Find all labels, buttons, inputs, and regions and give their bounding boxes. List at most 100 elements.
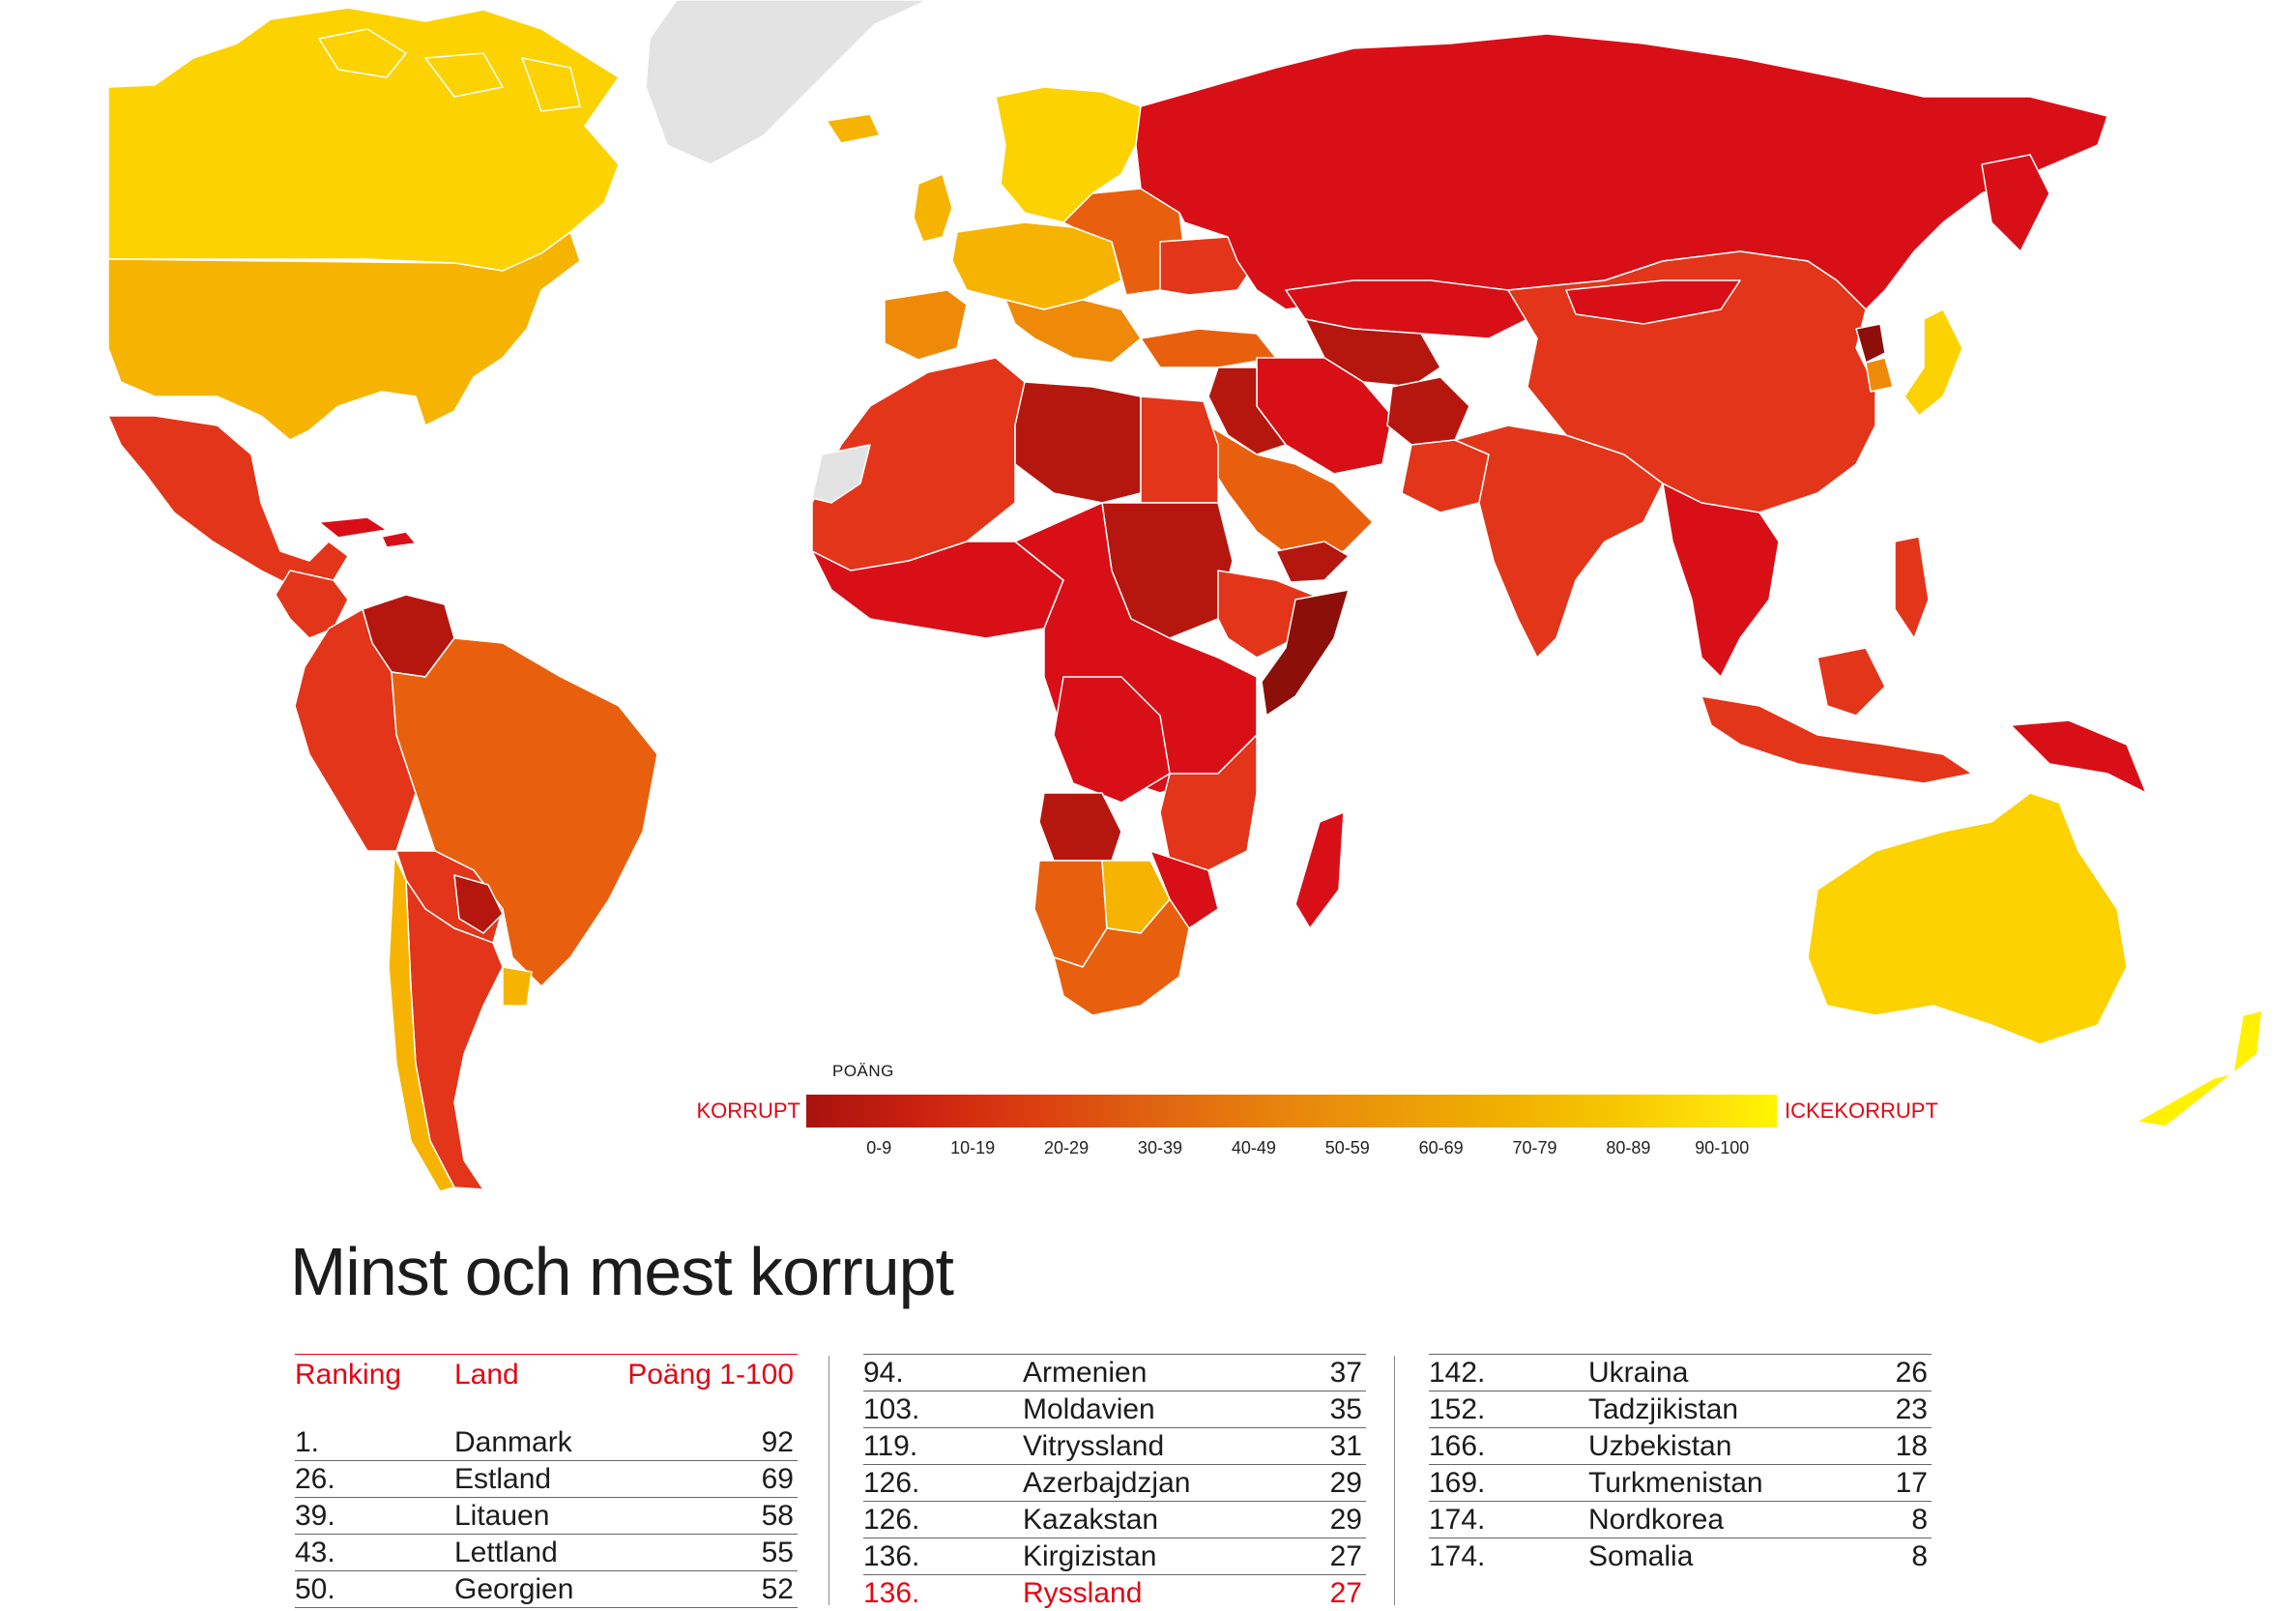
- score-cell: 35: [1329, 1393, 1362, 1425]
- country-cell: Uzbekistan: [1588, 1430, 1732, 1462]
- region-usa: [107, 231, 581, 441]
- rank-cell: 136.: [863, 1540, 920, 1572]
- region-paraguay: [453, 874, 504, 934]
- region-western-sahara: [811, 444, 871, 504]
- region-libya: [1014, 381, 1142, 504]
- table-row: 39. Litauen 58: [295, 1498, 798, 1535]
- region-central-america: [275, 570, 349, 639]
- region-east-africa: [1159, 734, 1258, 871]
- region-chile: [388, 855, 455, 1192]
- country-cell: Moldavien: [1023, 1393, 1155, 1425]
- region-saudi-arabia: [1203, 425, 1374, 562]
- table-row: 126. Kazakstan 29: [863, 1501, 1366, 1538]
- country-cell: Lettland: [454, 1537, 558, 1568]
- region-turkey: [1140, 328, 1277, 368]
- rank-cell: 50.: [295, 1573, 335, 1605]
- country-cell: Ryssland: [1023, 1577, 1143, 1609]
- ranking-table-col1: Ranking Land Poäng 1-100 1. Danmark 92 26. E…: [295, 1354, 798, 1608]
- score-cell: 92: [761, 1426, 794, 1458]
- country-cell: Kazakstan: [1023, 1504, 1159, 1536]
- rank-cell: 39.: [295, 1500, 335, 1532]
- region-madagascar: [1294, 811, 1345, 929]
- region-russia: [1135, 33, 2108, 310]
- score-cell: 69: [761, 1463, 794, 1495]
- region-scandinavia: [995, 86, 1142, 223]
- ranking-table-col3: 142. Ukraina 26 152. Tadzjikistan 23 166. Uzbek…: [1429, 1354, 1932, 1574]
- region-pakistan: [1401, 439, 1490, 513]
- legend-tick-label: 50-59: [1324, 1138, 1370, 1157]
- table-row: 126. Azerbajdzjan 29: [863, 1464, 1366, 1501]
- table-row: 94. Armenien 37: [863, 1354, 1366, 1391]
- region-caribbean: [318, 516, 417, 548]
- rank-cell: 174.: [1429, 1540, 1486, 1572]
- score-cell: 29: [1329, 1467, 1362, 1499]
- page-heading: Minst och mest korrupt: [290, 1234, 954, 1309]
- rank-cell: 136.: [863, 1577, 920, 1609]
- rank-cell: 94.: [863, 1357, 904, 1389]
- region-zimbabwe-mozambique: [1149, 850, 1219, 929]
- region-horn-of-africa: [1217, 570, 1325, 659]
- score-cell: 26: [1895, 1357, 1928, 1389]
- country-cell: Azerbajdzjan: [1023, 1467, 1191, 1499]
- score-cell: 27: [1329, 1540, 1362, 1572]
- rank-cell: 103.: [863, 1393, 920, 1425]
- region-angola: [1038, 792, 1122, 862]
- country-cell: Estland: [454, 1463, 552, 1495]
- region-uk: [913, 173, 953, 243]
- region-japan: [1904, 308, 1963, 417]
- column-divider: [1394, 1356, 1395, 1605]
- legend-color-scale: [806, 1095, 1777, 1128]
- rank-cell: 26.: [295, 1463, 335, 1495]
- rank-cell: 126.: [863, 1467, 920, 1499]
- region-south-africa: [1053, 898, 1190, 1016]
- score-cell: 18: [1895, 1430, 1928, 1462]
- region-indonesia: [1700, 695, 1973, 784]
- legend-tick-label: 70-79: [1512, 1138, 1557, 1157]
- header-score: Poäng 1-100: [627, 1359, 794, 1391]
- legend-tick-label: 20-29: [1044, 1138, 1090, 1157]
- legend-right-label: ICKEKORRUPT: [1785, 1098, 1938, 1123]
- header-country: Land: [454, 1359, 519, 1391]
- legend-tick-label: 90-100: [1695, 1138, 1750, 1157]
- rank-cell: 43.: [295, 1537, 335, 1568]
- table-row: 43. Lettland 55: [295, 1535, 798, 1571]
- country-cell: Ukraina: [1588, 1357, 1689, 1389]
- column-divider: [828, 1356, 829, 1605]
- region-new-zealand: [2136, 1010, 2263, 1128]
- region-greenland: [645, 0, 929, 165]
- rank-cell: 126.: [863, 1504, 920, 1536]
- score-cell: 8: [1911, 1540, 1928, 1572]
- region-iraq-syria: [1207, 366, 1287, 455]
- legend-title: POÄNG: [832, 1062, 894, 1080]
- table-row: 166. Uzbekistan 18: [1429, 1427, 1932, 1464]
- legend-tick-label: 10-19: [950, 1138, 996, 1157]
- country-cell: Armenien: [1023, 1357, 1148, 1389]
- table-row: 50. Georgien 52: [295, 1571, 798, 1608]
- country-cell: Nordkorea: [1588, 1504, 1725, 1536]
- country-cell: Danmark: [454, 1426, 572, 1458]
- table-row: 1. Danmark 92: [295, 1424, 798, 1461]
- country-cell: Tadzjikistan: [1588, 1393, 1739, 1425]
- score-cell: 8: [1911, 1504, 1928, 1536]
- table-row: 169. Turkmenistan 17: [1429, 1464, 1932, 1501]
- country-cell: Turkmenistan: [1588, 1467, 1763, 1499]
- region-southeast-asia: [1662, 483, 1780, 678]
- region-italy-balkans: [1004, 299, 1142, 364]
- ranking-table-col2: 94. Armenien 37 103. Moldavien 35 119. Vitryssl…: [863, 1354, 1366, 1611]
- table-row: 174. Nordkorea 8: [1429, 1501, 1932, 1538]
- region-canada-islands: [318, 28, 581, 112]
- score-cell: 52: [761, 1573, 794, 1605]
- table-header: Ranking Land Poäng 1-100: [295, 1354, 798, 1393]
- score-cell: 55: [761, 1537, 794, 1568]
- country-cell: Somalia: [1588, 1540, 1694, 1572]
- legend-tick-label: 40-49: [1231, 1138, 1276, 1157]
- country-cell: Georgien: [454, 1573, 574, 1605]
- rank-cell: 142.: [1429, 1357, 1486, 1389]
- rank-cell: 1.: [295, 1426, 320, 1458]
- score-cell: 58: [761, 1500, 794, 1532]
- region-somalia: [1261, 589, 1350, 717]
- region-afghanistan: [1386, 376, 1470, 446]
- legend-tick-label: 80-89: [1606, 1138, 1651, 1157]
- legend-tick-label: 60-69: [1418, 1138, 1464, 1157]
- region-congo: [1053, 676, 1171, 804]
